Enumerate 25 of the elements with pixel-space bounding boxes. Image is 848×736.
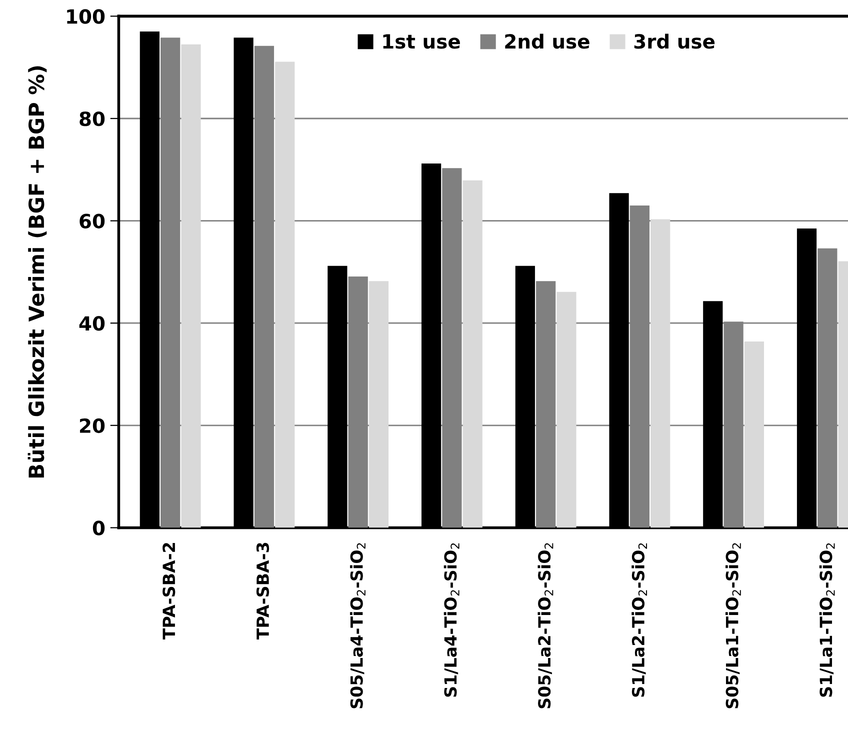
x-tick-label: S05/La4-TiO$_{2}$-SiO$_{2}$ [350, 543, 366, 708]
bar [368, 281, 389, 528]
bar [556, 292, 576, 528]
x-tick-label: TPA-SBA-3 [256, 542, 270, 640]
x-tick-label: S05/La1-TiO$_{2}$-SiO$_{2}$ [725, 543, 741, 708]
x-tick-label: S05/La2-TiO$_{2}$-SiO$_{2}$ [538, 543, 554, 708]
x-tick-label: S1/La2-TiO$_{2}$-SiO$_{2}$ [632, 543, 648, 697]
y-axis-title: Bütil Glikozit Verimi (BGF + BGP %) [28, 66, 47, 478]
bar [744, 342, 764, 528]
bar [181, 44, 201, 528]
y-tick-label: 100 [67, 9, 105, 24]
bar [275, 62, 295, 528]
bar [462, 180, 482, 528]
x-tick-label: TPA-SBA-2 [162, 543, 176, 640]
y-tick-label: 20 [80, 418, 105, 434]
y-tick-label: 0 [92, 520, 105, 536]
y-tick-label: 60 [80, 214, 105, 228]
legend-label: 1st use [383, 34, 460, 49]
legend-label: 3rd use [634, 34, 715, 49]
x-tick-label: S1/La4-TiO$_{2}$-SiO$_{2}$ [444, 543, 460, 697]
x-tick-label: S1/La1-TiO$_{2}$-SiO$_{2}$ [819, 543, 835, 697]
y-tick-label: 80 [80, 111, 105, 126]
bar [650, 219, 670, 528]
legend-label: 2nd use [505, 34, 590, 49]
y-tick-label: 40 [79, 316, 105, 331]
